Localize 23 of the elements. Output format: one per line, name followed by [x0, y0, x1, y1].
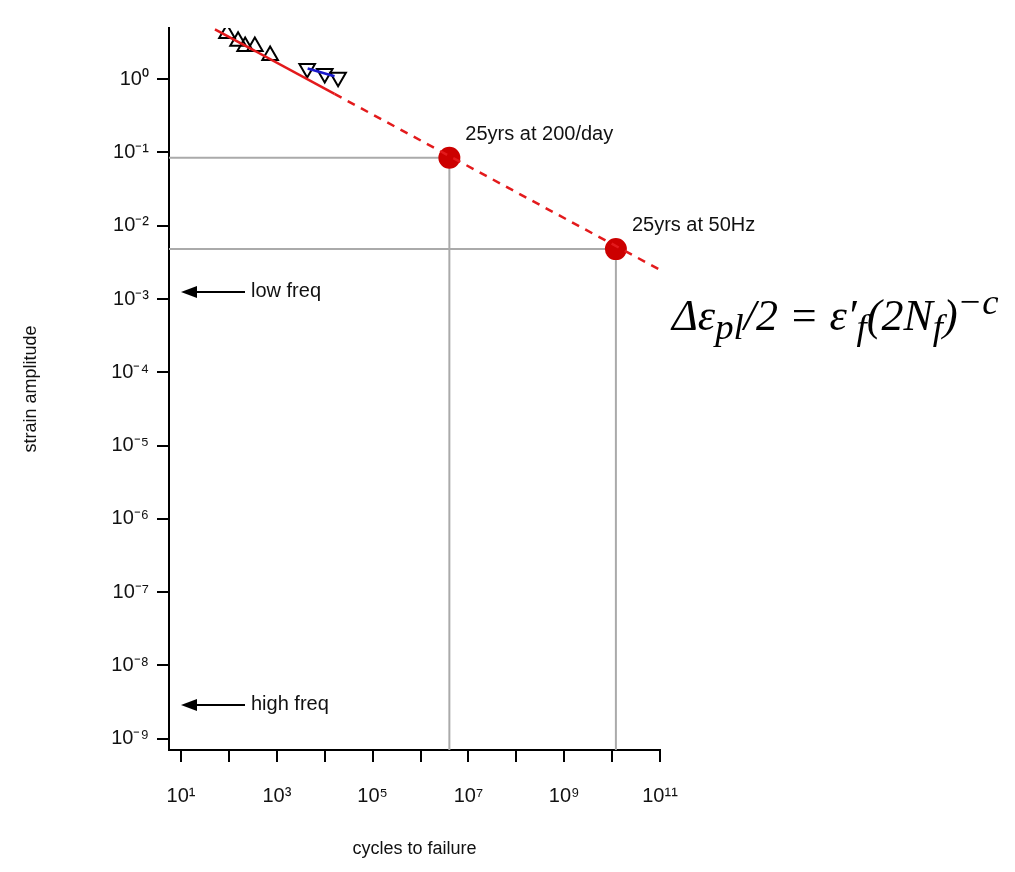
y-tick-label: 10⁻⁶ [111, 506, 149, 529]
text: Δε$_{pl}$/2 = ε′$_{f}$(2N$_{f}$)$^{−c}$ [672, 280, 999, 349]
x-tick-label: 10¹ [166, 783, 196, 806]
annotation: 25yrs at 50Hz [631, 213, 756, 237]
annotation: high freq [251, 692, 329, 715]
x-tick-label: 10⁹ [548, 783, 580, 806]
y-tick-label: 10⁻¹ [113, 140, 150, 162]
y-axis-title: strain amplitude [19, 325, 40, 453]
x-tick-label: 10⁵ [357, 783, 388, 806]
y-tick-label: 10⁻⁹ [111, 726, 149, 749]
x-tick-label: 10¹¹ [642, 783, 679, 806]
annotation: 25yrs at 200/day [465, 121, 614, 145]
x-axis-title: cycles to failure [352, 838, 477, 859]
y-tick-label: 10⁻⁷ [112, 579, 149, 602]
y-tick-label: 10⁻³ [113, 286, 150, 309]
annotation: low freq [251, 279, 322, 302]
x-tick-label: 10⁷ [453, 783, 484, 806]
y-tick-label: 10⁻⁴ [111, 359, 149, 382]
y-tick-label: 10⁻⁸ [111, 652, 149, 675]
y-tick-label: 10⁰ [119, 66, 149, 89]
x-tick-label: 10³ [262, 783, 292, 806]
y-tick-label: 10⁻² [113, 213, 150, 236]
y-tick-label: 10⁻⁵ [111, 433, 149, 456]
